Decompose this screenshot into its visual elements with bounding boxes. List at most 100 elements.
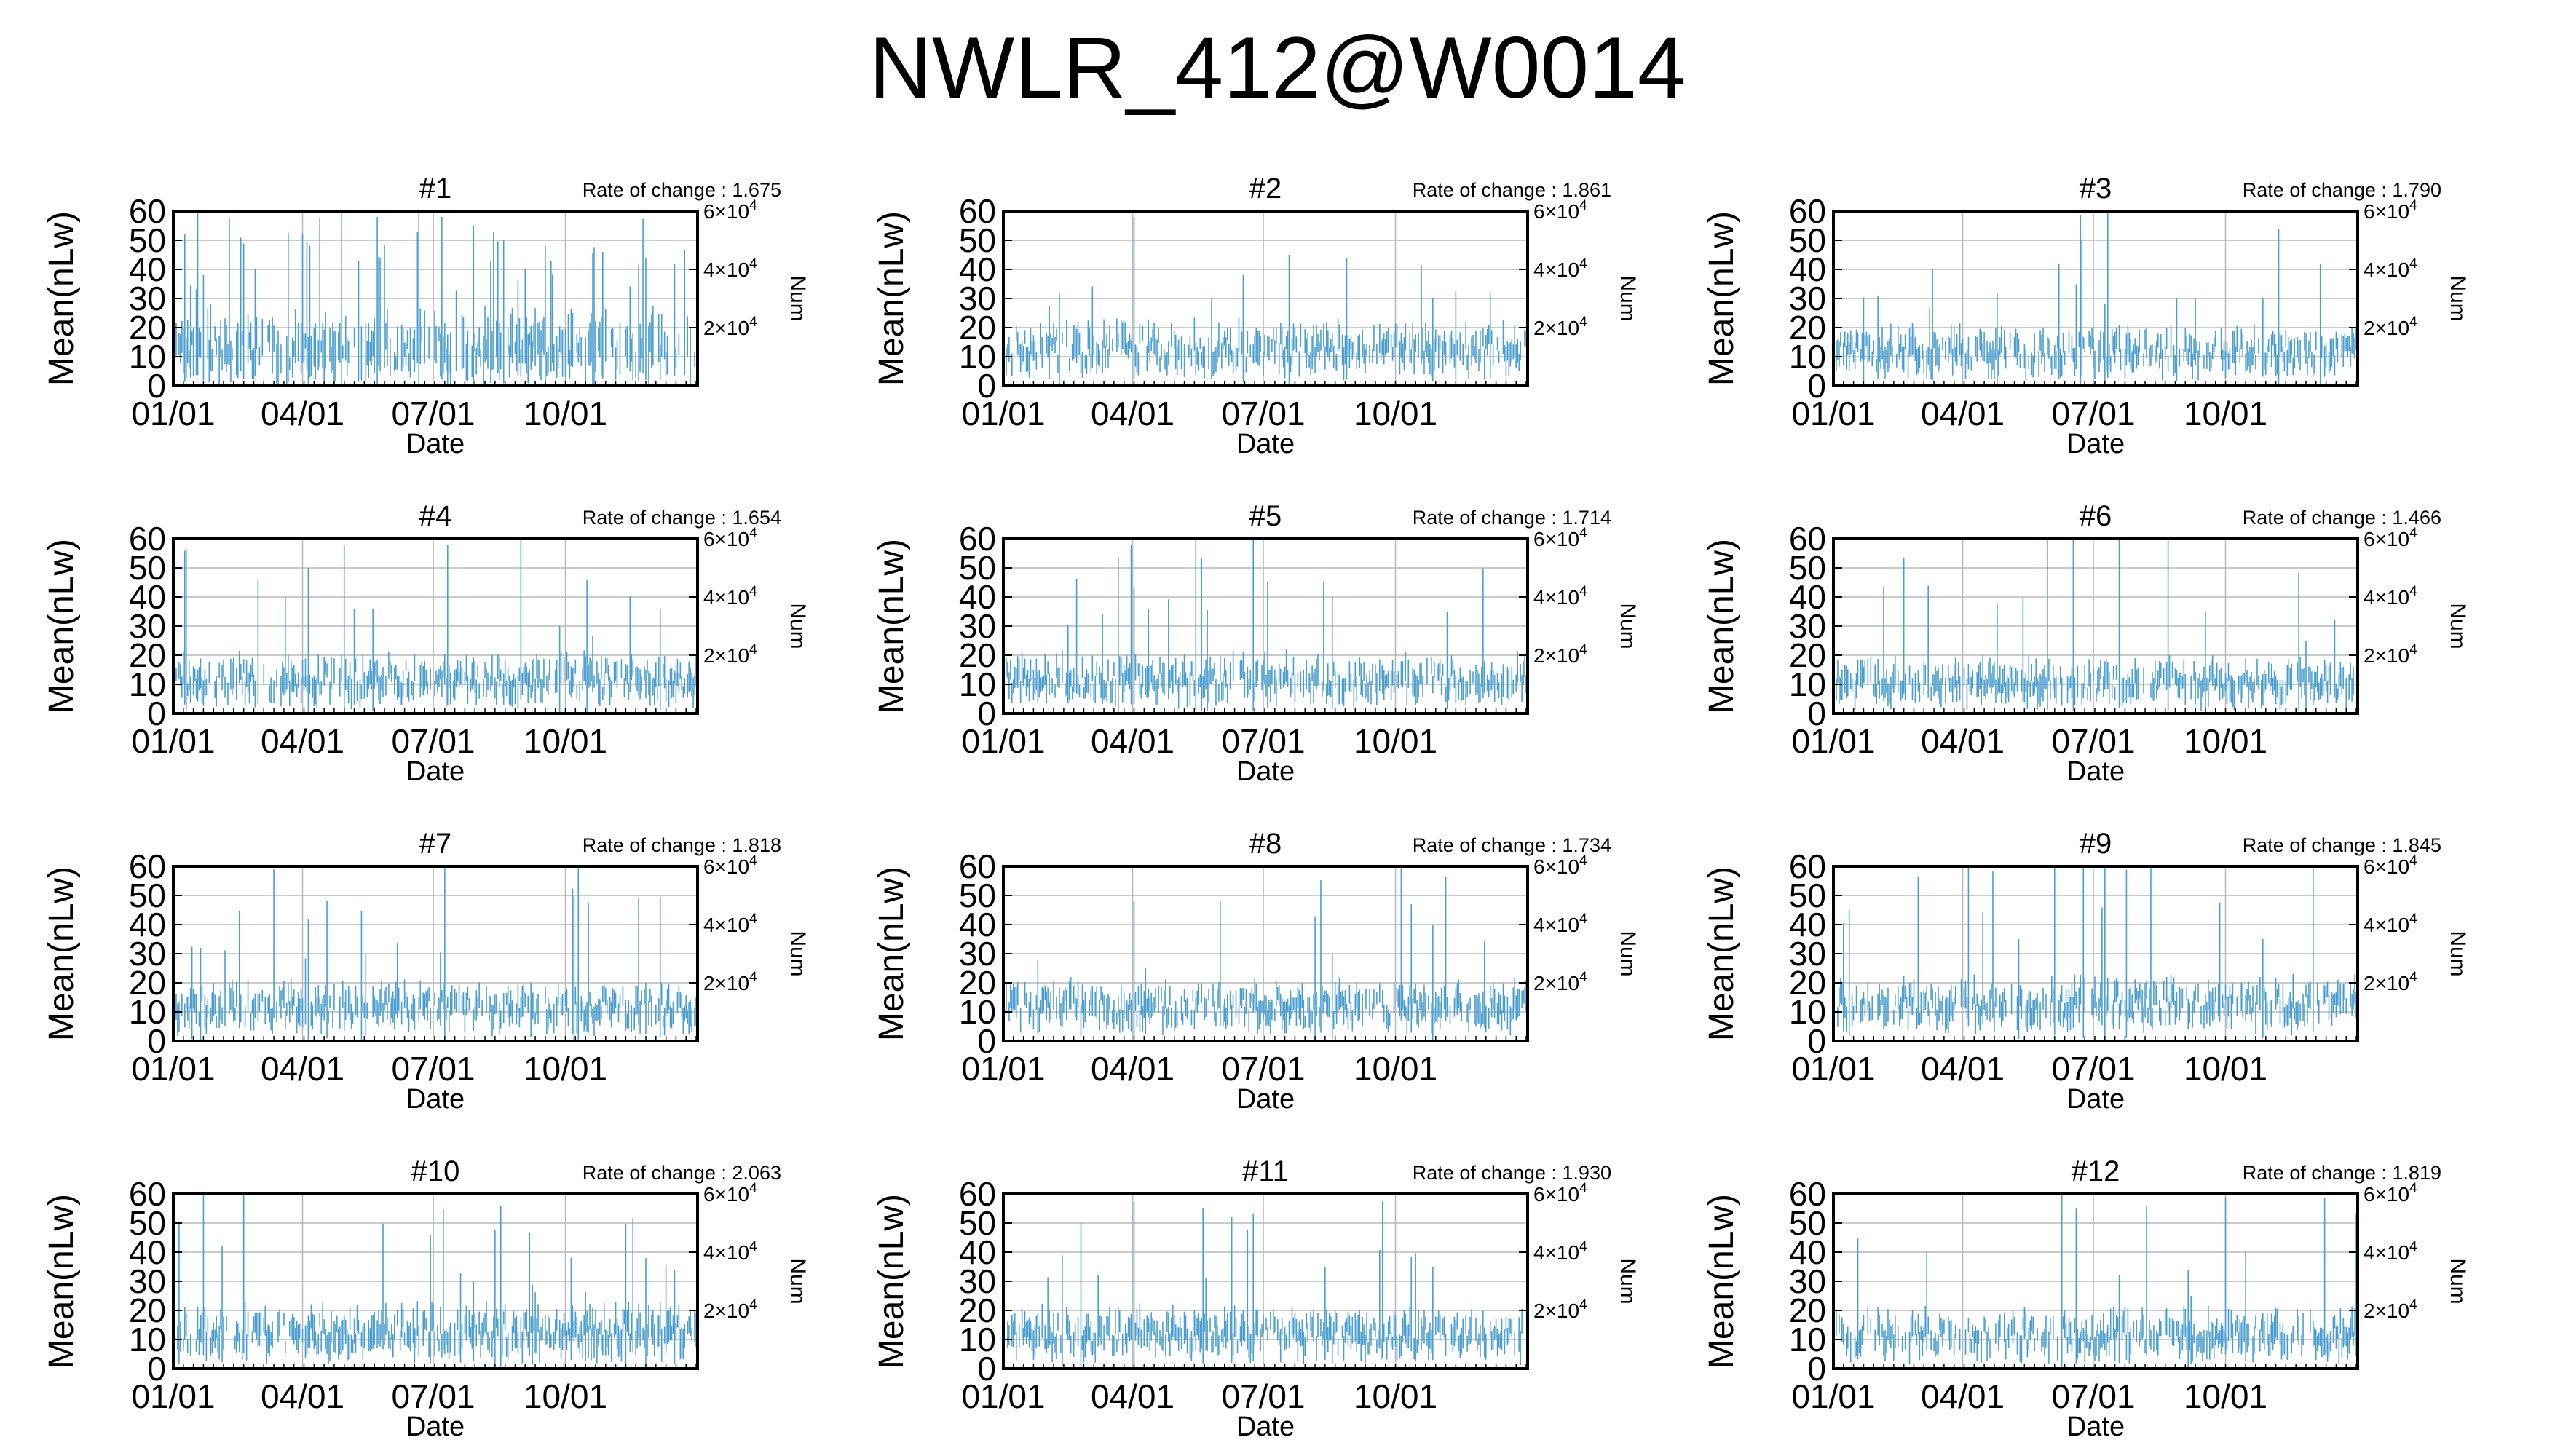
subplot-title: #10 <box>411 1155 460 1187</box>
y-tick-label: 40 <box>959 906 996 943</box>
y-tick-label: 40 <box>1789 578 1826 616</box>
x-tick-label: 10/01 <box>2184 1377 2267 1415</box>
y-tick-label: 60 <box>959 1175 996 1213</box>
y2-tick-label: 6×104 <box>1533 526 1587 550</box>
x-tick-label: 01/01 <box>961 395 1045 432</box>
x-axis-label: Date <box>2066 429 2125 459</box>
x-tick-label: 04/01 <box>261 1377 344 1415</box>
y-tick-label: 30 <box>129 280 166 317</box>
x-tick-label: 01/01 <box>131 722 215 760</box>
y-tick-label: 50 <box>959 1204 996 1242</box>
y-tick-label: 10 <box>1789 1321 1826 1358</box>
y-axis-label: Mean(nLw) <box>42 1194 81 1369</box>
bar-series <box>175 866 697 1041</box>
y-tick-label: 30 <box>129 935 166 973</box>
y2-tick-label: 2×104 <box>2364 642 2417 667</box>
y-tick-label: 20 <box>129 309 166 347</box>
y-axis-label: Mean(nLw) <box>1702 539 1741 713</box>
y-tick-label: 0 <box>1807 367 1826 405</box>
y2-tick-label: 6×104 <box>703 853 757 878</box>
subplot-title: #8 <box>1249 828 1282 860</box>
x-tick-label: 04/01 <box>1921 395 2005 432</box>
bar-series <box>1006 539 1527 712</box>
y-tick-label: 60 <box>959 520 996 558</box>
x-tick-label: 04/01 <box>1921 722 2005 760</box>
y-tick-label: 10 <box>959 993 996 1031</box>
x-axis-label: Date <box>1236 1084 1295 1115</box>
y-tick-label: 30 <box>1789 280 1826 317</box>
x-tick-label: 07/01 <box>2051 1377 2135 1415</box>
y-tick-label: 10 <box>129 338 166 376</box>
x-tick-label: 10/01 <box>2184 395 2267 432</box>
bar-series <box>1836 1194 2357 1368</box>
main-title: NWLR_412@W0014 <box>869 19 1686 116</box>
y-tick-label: 0 <box>147 367 166 405</box>
rate-of-change-label: Rate of change : 1.819 <box>2243 1162 2441 1184</box>
rate-of-change-label: Rate of change : 1.734 <box>1413 834 1611 856</box>
x-tick-label: 04/01 <box>1921 1377 2005 1415</box>
y-tick-label: 50 <box>1789 221 1826 259</box>
x-tick-label: 01/01 <box>1791 722 1875 760</box>
subplot-title: #1 <box>419 173 452 205</box>
x-tick-label: 01/01 <box>131 1377 215 1415</box>
y-tick-label: 10 <box>1789 993 1826 1031</box>
y-tick-label: 50 <box>129 549 166 587</box>
y2-tick-label: 2×104 <box>703 1297 757 1322</box>
subplot-title: #4 <box>419 500 452 532</box>
x-tick-label: 07/01 <box>2051 722 2135 760</box>
y2-axis-label: Num <box>2446 930 2470 976</box>
y-tick-label: 20 <box>1789 964 1826 1002</box>
y-tick-label: 10 <box>959 1321 996 1358</box>
y-tick-label: 60 <box>129 1175 166 1213</box>
subplot-title: #9 <box>2080 828 2112 860</box>
x-axis-label: Date <box>406 1412 465 1442</box>
x-tick-label: 01/01 <box>961 1050 1045 1088</box>
x-tick-label: 04/01 <box>1091 395 1174 432</box>
subplot-title: #2 <box>1249 173 1282 205</box>
y-tick-label: 50 <box>959 221 996 259</box>
y-tick-label: 60 <box>1789 847 1826 885</box>
y-tick-label: 10 <box>129 665 166 703</box>
y-tick-label: 60 <box>1789 520 1826 558</box>
y2-tick-label: 2×104 <box>703 314 757 339</box>
bar-series <box>1006 217 1527 384</box>
y-tick-label: 20 <box>129 636 166 674</box>
y-tick-label: 40 <box>129 250 166 288</box>
y-tick-label: 0 <box>1807 695 1826 732</box>
y-axis-label: Mean(nLw) <box>42 539 81 713</box>
y2-axis-label: Num <box>2446 603 2470 649</box>
y2-tick-label: 6×104 <box>2364 198 2417 223</box>
x-tick-label: 01/01 <box>131 395 215 432</box>
y-tick-label: 40 <box>959 250 996 288</box>
y2-tick-label: 2×104 <box>1533 970 1587 994</box>
y2-tick-label: 2×104 <box>2364 314 2417 339</box>
x-tick-label: 10/01 <box>524 395 607 432</box>
y-tick-label: 20 <box>959 636 996 674</box>
x-tick-label: 04/01 <box>1091 1377 1174 1415</box>
y2-axis-label: Num <box>786 603 810 649</box>
y2-axis-label: Num <box>2446 275 2470 321</box>
y-axis-label: Mean(nLw) <box>42 866 81 1041</box>
y-tick-label: 40 <box>1789 1233 1826 1271</box>
bar-series <box>1836 211 2357 386</box>
x-tick-label: 01/01 <box>131 1050 215 1088</box>
y-tick-label: 60 <box>129 192 166 230</box>
x-tick-label: 07/01 <box>391 722 475 760</box>
rate-of-change-label: Rate of change : 1.818 <box>583 834 781 856</box>
y2-tick-label: 4×104 <box>703 584 757 609</box>
rate-of-change-label: Rate of change : 1.845 <box>2243 834 2441 856</box>
y-tick-label: 10 <box>959 338 996 376</box>
y-tick-label: 40 <box>129 1233 166 1271</box>
y-tick-label: 50 <box>1789 549 1826 587</box>
y2-tick-label: 2×104 <box>2364 1297 2417 1322</box>
y-tick-label: 0 <box>1807 1022 1826 1060</box>
y-tick-label: 20 <box>1789 636 1826 674</box>
y-tick-label: 30 <box>959 935 996 973</box>
y-tick-label: 30 <box>959 607 996 645</box>
y-tick-label: 40 <box>959 1233 996 1271</box>
